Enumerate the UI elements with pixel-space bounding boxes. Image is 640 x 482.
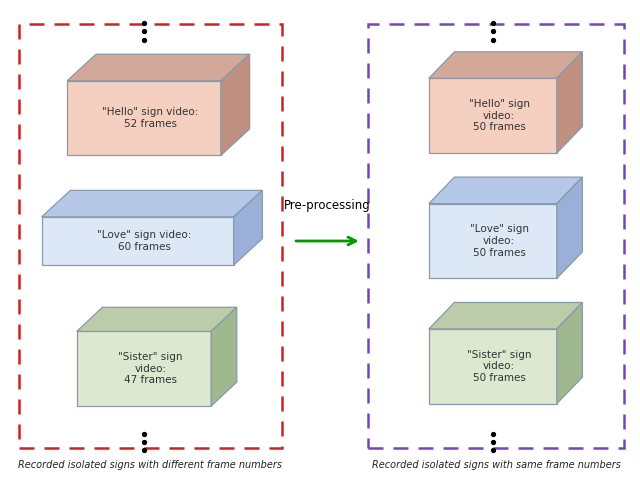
Polygon shape xyxy=(557,177,582,279)
Polygon shape xyxy=(77,308,237,332)
Text: "Love" sign
video:
50 frames: "Love" sign video: 50 frames xyxy=(470,225,529,257)
Polygon shape xyxy=(211,308,237,406)
Polygon shape xyxy=(557,303,582,404)
Bar xyxy=(429,203,557,279)
Polygon shape xyxy=(429,52,582,78)
Bar xyxy=(368,24,624,448)
Bar xyxy=(77,332,211,406)
Text: Recorded isolated signs with different frame numbers: Recorded isolated signs with different f… xyxy=(19,460,282,470)
Bar xyxy=(429,79,557,153)
Text: "Hello" sign
video:
50 frames: "Hello" sign video: 50 frames xyxy=(468,99,530,132)
Text: "Sister" sign
video:
50 frames: "Sister" sign video: 50 frames xyxy=(467,350,531,383)
Bar xyxy=(19,24,282,448)
Bar xyxy=(42,217,234,265)
Text: Recorded isolated signs with same frame numbers: Recorded isolated signs with same frame … xyxy=(372,460,620,470)
Bar xyxy=(429,329,557,404)
Text: "Love" sign video:
60 frames: "Love" sign video: 60 frames xyxy=(97,230,191,252)
Polygon shape xyxy=(429,303,582,329)
Polygon shape xyxy=(429,177,582,203)
Polygon shape xyxy=(234,190,262,265)
Text: "Sister" sign
video:
47 frames: "Sister" sign video: 47 frames xyxy=(118,352,182,385)
Polygon shape xyxy=(67,54,250,80)
Text: Pre-processing: Pre-processing xyxy=(284,199,371,212)
Text: "Hello" sign video:
52 frames: "Hello" sign video: 52 frames xyxy=(102,107,198,129)
Polygon shape xyxy=(42,190,262,217)
Polygon shape xyxy=(557,52,582,153)
Bar xyxy=(67,80,221,155)
Polygon shape xyxy=(221,54,250,155)
